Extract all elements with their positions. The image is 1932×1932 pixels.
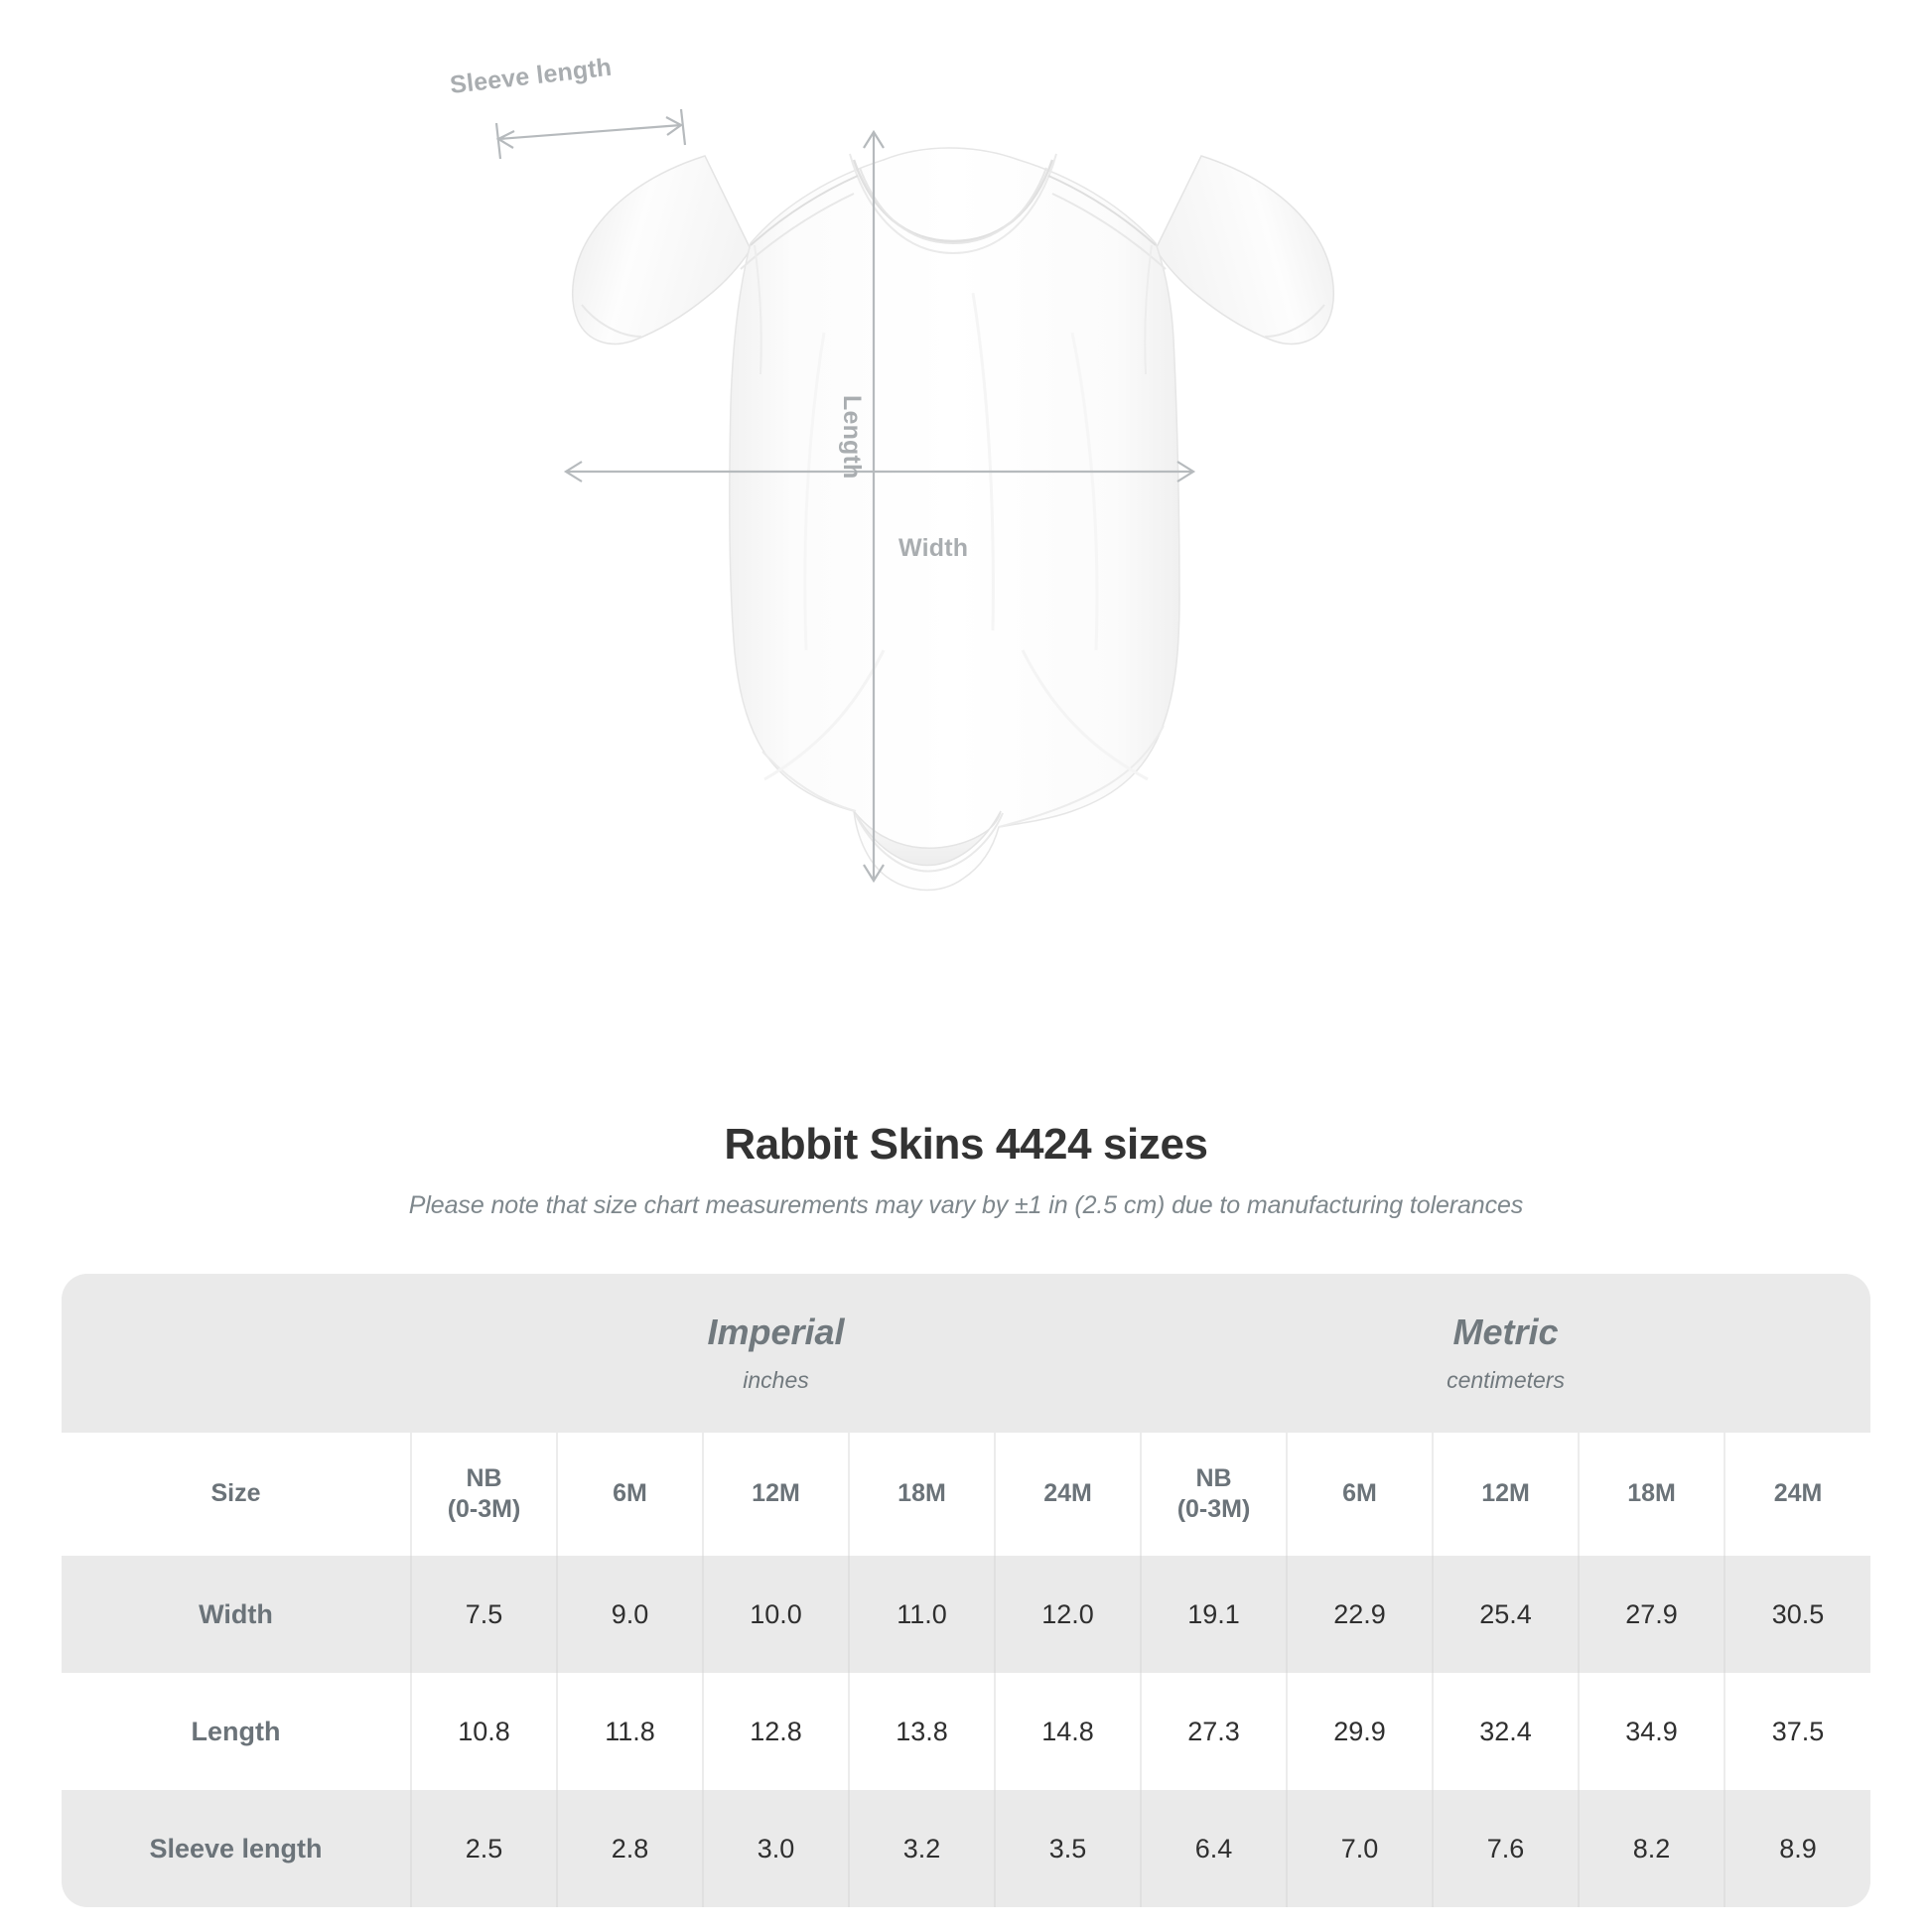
title-block: Rabbit Skins 4424 sizes Please note that… [0, 1120, 1932, 1220]
cell-length-8: 34.9 [1578, 1673, 1725, 1790]
page-subtitle: Please note that size chart measurements… [408, 1191, 1524, 1219]
unit-imperial-sub: inches [743, 1367, 809, 1394]
sleeve-length-measure-arrow [494, 108, 687, 160]
cell-width-9: 30.5 [1724, 1556, 1871, 1673]
header-col-3: 18M [848, 1433, 995, 1556]
header-col-1: 6M [556, 1433, 703, 1556]
table-row: Width 7.5 9.0 10.0 11.0 12.0 19.1 22.9 2… [62, 1556, 1871, 1673]
right-sleeve [1155, 155, 1334, 345]
page-title: Rabbit Skins 4424 sizes [724, 1120, 1208, 1169]
cell-width-5: 19.1 [1140, 1556, 1288, 1673]
left-shoulder-seam [750, 175, 859, 246]
cell-sleeve-3: 3.2 [848, 1790, 995, 1907]
header-col-9: 24M [1724, 1433, 1871, 1556]
cell-width-3: 11.0 [848, 1556, 995, 1673]
bodysuit-body [729, 147, 1180, 892]
cell-sleeve-9: 8.9 [1724, 1790, 1871, 1907]
collar-outer [852, 159, 1054, 243]
header-col-5-line2: (0-3M) [1176, 1495, 1251, 1523]
row-label-length: Length [62, 1673, 411, 1790]
annotation-length: Length [838, 395, 866, 480]
annotation-sleeve-length: Sleeve length [448, 53, 614, 100]
left-sleeve [572, 155, 752, 345]
width-measure-arrow [563, 461, 1196, 483]
cell-sleeve-6: 7.0 [1286, 1790, 1434, 1907]
unit-imperial-cell: Imperial inches [411, 1274, 1142, 1433]
table-header-row: Size NB (0-3M) 6M 12M 18M 24M NB (0-3M) … [62, 1433, 1871, 1556]
header-col-6: 6M [1286, 1433, 1434, 1556]
header-col-0-line2: (0-3M) [447, 1495, 521, 1523]
garment-diagram: Sleeve length Length Width [448, 53, 1350, 1047]
unit-metric-name: Metric [1452, 1311, 1559, 1352]
header-col-2: 12M [702, 1433, 849, 1556]
table-row: Sleeve length 2.5 2.8 3.0 3.2 3.5 6.4 7.… [62, 1790, 1871, 1907]
cell-length-0: 10.8 [410, 1673, 557, 1790]
cell-width-4: 12.0 [993, 1556, 1142, 1673]
cell-sleeve-2: 3.0 [702, 1790, 849, 1907]
header-col-7: 12M [1432, 1433, 1580, 1556]
unit-metric-cell: Metric centimeters [1141, 1274, 1871, 1433]
unit-imperial-name: Imperial [707, 1311, 845, 1352]
header-col-0: NB (0-3M) [410, 1433, 557, 1556]
cell-sleeve-7: 7.6 [1432, 1790, 1580, 1907]
unit-system-row: Imperial inches Metric centimeters [62, 1274, 1871, 1433]
row-label-sleeve-length: Sleeve length [62, 1790, 411, 1907]
size-chart-table-wrapper: Imperial inches Metric centimeters Size … [62, 1274, 1871, 1907]
cell-length-3: 13.8 [848, 1673, 995, 1790]
header-size-label: Size [62, 1433, 411, 1556]
cell-width-1: 9.0 [556, 1556, 703, 1673]
bodysuit-svg [563, 129, 1334, 892]
cell-length-9: 37.5 [1724, 1673, 1871, 1790]
header-col-4: 24M [993, 1433, 1142, 1556]
header-col-8: 18M [1578, 1433, 1725, 1556]
snap-crotch [853, 810, 1002, 867]
cell-sleeve-4: 3.5 [993, 1790, 1142, 1907]
cell-sleeve-8: 8.2 [1578, 1790, 1725, 1907]
cell-width-8: 27.9 [1578, 1556, 1725, 1673]
unit-spacer-cell [62, 1274, 411, 1433]
unit-metric-sub: centimeters [1447, 1367, 1565, 1394]
row-label-width: Width [62, 1556, 411, 1673]
cell-length-1: 11.8 [556, 1673, 703, 1790]
right-shoulder-seam [1047, 175, 1157, 246]
cell-width-2: 10.0 [702, 1556, 849, 1673]
cell-sleeve-1: 2.8 [556, 1790, 703, 1907]
collar-edge [849, 153, 1057, 255]
cell-length-6: 29.9 [1286, 1673, 1434, 1790]
header-col-0-line1: NB [466, 1463, 502, 1492]
collar-inner [859, 167, 1047, 245]
cell-width-6: 22.9 [1286, 1556, 1434, 1673]
annotation-width: Width [898, 534, 969, 562]
cell-length-7: 32.4 [1432, 1673, 1580, 1790]
cell-width-0: 7.5 [410, 1556, 557, 1673]
cell-sleeve-5: 6.4 [1140, 1790, 1288, 1907]
cell-length-4: 14.8 [993, 1673, 1142, 1790]
cell-length-5: 27.3 [1140, 1673, 1288, 1790]
garment-illustration [556, 94, 1350, 1047]
header-col-5-line1: NB [1195, 1463, 1232, 1492]
table-row: Length 10.8 11.8 12.8 13.8 14.8 27.3 29.… [62, 1673, 1871, 1790]
size-chart-table: Imperial inches Metric centimeters Size … [62, 1274, 1871, 1907]
cell-length-2: 12.8 [702, 1673, 849, 1790]
cell-sleeve-0: 2.5 [410, 1790, 557, 1907]
cell-width-7: 25.4 [1432, 1556, 1580, 1673]
length-measure-arrow [863, 129, 885, 884]
header-col-5: NB (0-3M) [1140, 1433, 1288, 1556]
